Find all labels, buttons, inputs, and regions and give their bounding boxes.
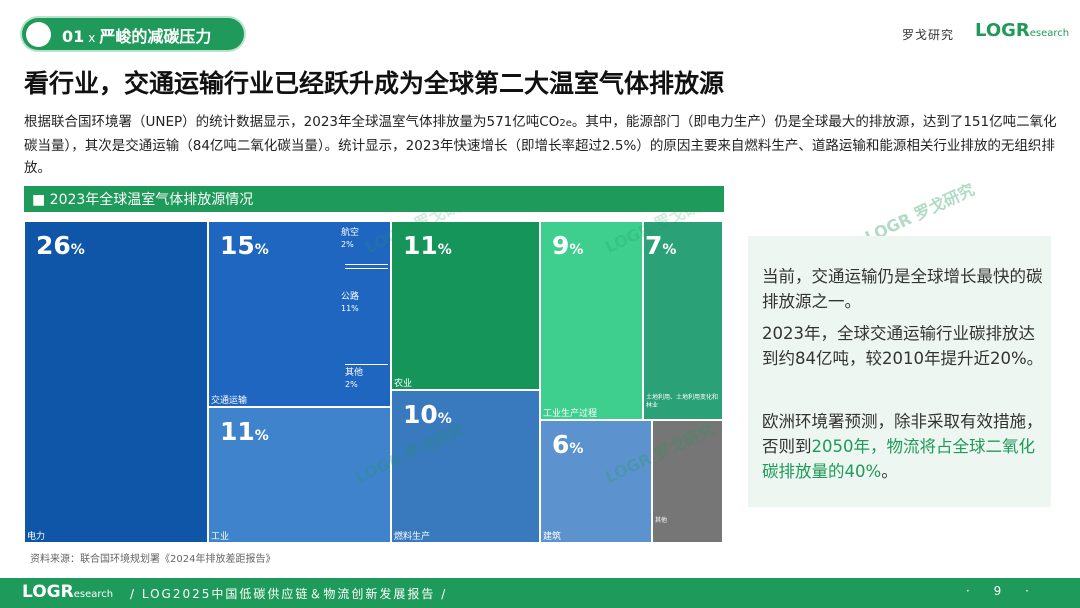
description-part1: 根据联合国环境署（UNEP）的统计数据显示，2023年全球温室气体排放量为571… <box>24 114 560 130</box>
treemap-value-power: 26% <box>36 231 85 260</box>
section-title: 严峻的减碳压力 <box>99 27 212 46</box>
treemap-value-process: 9% <box>552 231 584 260</box>
footer-logo-sub: esearch <box>73 589 114 600</box>
treemap-value-industry: 11% <box>220 417 269 446</box>
chart-title: ■ 2023年全球温室气体排放源情况 <box>32 192 254 208</box>
brand-logo-main: LOGR <box>975 20 1030 41</box>
treemap-label-transport: 交通运输 <box>211 396 248 406</box>
chart-header-bar <box>24 186 724 212</box>
treemap-value-agriculture: 11% <box>403 231 452 260</box>
page-title: 看行业，交通运输行业已经跃升成为全球第二大温室气体排放源 <box>24 69 725 98</box>
treemap-label-industry: 工业 <box>211 532 230 542</box>
badge-circle-icon <box>26 22 51 47</box>
treemap-cell-other <box>652 420 723 543</box>
treemap-label-process: 工业生产过程 <box>543 409 598 419</box>
transport-sub-divider <box>345 268 388 269</box>
treemap-label-lulucf: 土地利用、土地利用变化和林业 <box>646 394 719 409</box>
transport-sub-2: 其他 2% <box>345 368 364 389</box>
treemap-cell-agriculture <box>391 221 540 390</box>
treemap-cell-building <box>540 420 652 543</box>
transport-sub-divider <box>345 364 388 365</box>
section-number: 01 <box>62 27 85 46</box>
insight-panel <box>748 236 1051 507</box>
description-part2: 。其中，能源部门（即电力生产）仍是全球最大的排放源，达到了151亿吨二氧化碳当量… <box>24 114 1057 176</box>
footer-logo-main: LOGR <box>22 582 74 602</box>
brand-logo-sub: esearch <box>1029 28 1070 39</box>
description: 根据联合国环境署（UNEP）的统计数据显示，2023年全球温室气体排放量为571… <box>24 111 1060 179</box>
treemap-cell-process <box>540 221 643 420</box>
treemap-label-other: 其他 <box>655 517 668 524</box>
treemap-cell-fuel <box>391 390 540 543</box>
description-subscript: 2e <box>559 118 572 129</box>
treemap-label-fuel: 燃料生产 <box>394 532 431 542</box>
source-note: 资料来源：联合国环境规划署《2024年排放差距报告》 <box>30 554 276 565</box>
brand-logo: LOGResearch <box>975 20 1069 41</box>
footer-report-title: / LOG2025中国低碳供应链＆物流创新发展报告 / <box>130 587 448 601</box>
section-label: 01 x 严峻的减碳压力 <box>62 23 211 47</box>
treemap-value-fuel: 10% <box>403 400 452 429</box>
transport-sub-0: 航空 2% <box>341 228 360 249</box>
insight-paragraph-1: 当前，交通运输仍是全球增长最快的碳排放源之一。 <box>762 267 1043 311</box>
footer-logo: LOGResearch <box>22 582 113 602</box>
treemap-cell-lulucf <box>643 221 723 420</box>
insight-paragraph-3: 欧洲环境署预测，除非采取有效措施，否则到2050年，物流将占全球二氧化碳排放量的… <box>762 409 1044 484</box>
treemap-value-transport: 15% <box>220 231 269 260</box>
treemap-cell-power <box>24 221 208 543</box>
insight-paragraph-2: 2023年，全球交通运输行业碳排放达到约84亿吨，较2010年提升近20%。 <box>762 324 1044 368</box>
insight-p3-highlight: 2050年，物流将占全球二氧化碳排放量的40% <box>762 437 1035 481</box>
treemap-value-lulucf: 7% <box>645 231 677 260</box>
treemap-value-building: 6% <box>552 430 584 459</box>
section-separator: x <box>88 31 96 45</box>
footer-bar <box>0 578 1080 608</box>
insight-p3-a: 欧洲环境署预测，除非采取有效措施，否则到 <box>762 412 1043 456</box>
transport-sub-divider <box>345 264 388 265</box>
brand-name: 罗戈研究 <box>902 28 955 42</box>
treemap-label-building: 建筑 <box>543 532 562 542</box>
section-badge <box>22 18 244 50</box>
insight-p3-c: 。 <box>881 462 898 481</box>
transport-sub-1: 公路 11% <box>341 292 360 313</box>
page-number: · 9 · <box>966 584 1039 598</box>
treemap-label-agriculture: 农业 <box>394 379 413 389</box>
treemap-cell-transport <box>208 221 391 407</box>
treemap-cell-industry <box>208 407 391 543</box>
treemap-label-power: 电力 <box>27 532 46 542</box>
